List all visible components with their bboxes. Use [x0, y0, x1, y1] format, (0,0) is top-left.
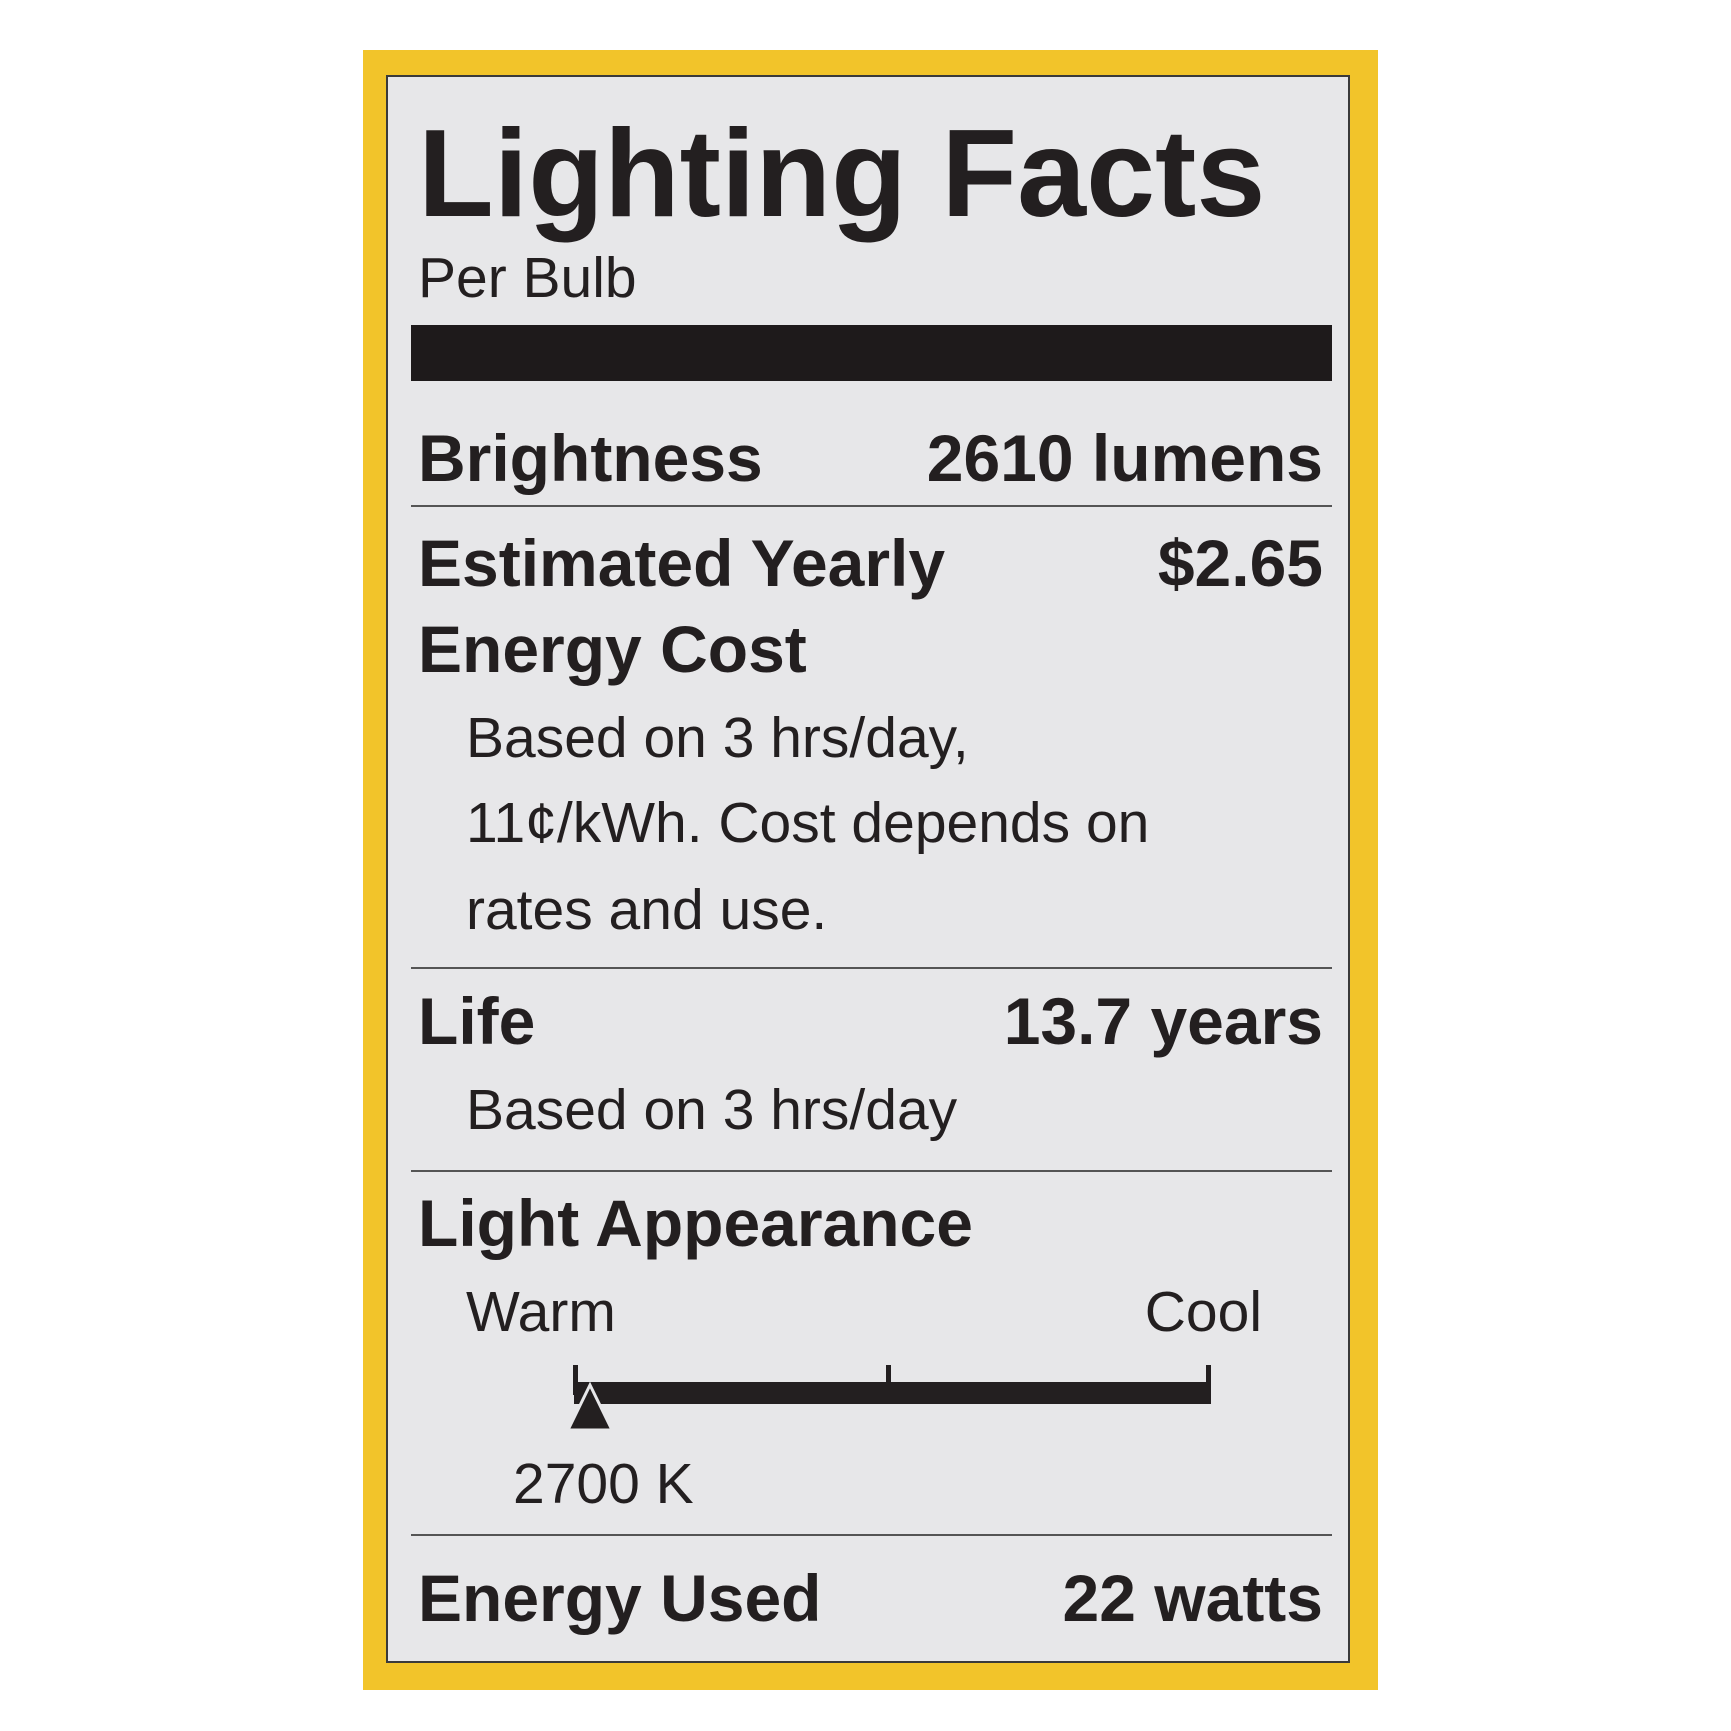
life-note: Based on 3 hrs/day [466, 1078, 958, 1142]
scale-tick-middle [886, 1365, 891, 1391]
energy-cost-value: $2.65 [1157, 526, 1323, 600]
warm-cool-scale [565, 1365, 1211, 1432]
label-title: Lighting Facts [418, 105, 1266, 243]
scale-tick-right [1206, 1365, 1211, 1404]
energy-cost-note: rates and use. [466, 878, 828, 942]
heading-bar [411, 325, 1332, 381]
energy-used-value: 22 watts [1062, 1561, 1323, 1635]
divider [411, 505, 1332, 507]
energy-cost-label-line2: Energy Cost [418, 612, 807, 686]
brightness-label: Brightness [418, 421, 763, 495]
energy-used-label: Energy Used [418, 1561, 822, 1635]
life-label: Life [418, 984, 536, 1058]
energy-cost-label-line1: Estimated Yearly [418, 526, 946, 600]
label-subtitle: Per Bulb [418, 246, 637, 310]
brightness-value: 2610 lumens [926, 421, 1323, 495]
warm-label: Warm [466, 1280, 616, 1344]
light-appearance-label: Light Appearance [418, 1186, 973, 1260]
life-value: 13.7 years [1003, 984, 1323, 1058]
energy-cost-note: Based on 3 hrs/day, [466, 706, 969, 770]
scale-tick-left [573, 1365, 578, 1395]
divider [411, 1170, 1332, 1172]
color-temperature-marker [565, 1381, 615, 1432]
divider [411, 967, 1332, 969]
color-temperature-value: 2700 K [513, 1452, 694, 1516]
divider [411, 1534, 1332, 1536]
scale-bar [574, 1382, 1211, 1404]
energy-cost-note: 11¢/kWh. Cost depends on [466, 791, 1150, 855]
cool-label: Cool [1144, 1280, 1262, 1344]
